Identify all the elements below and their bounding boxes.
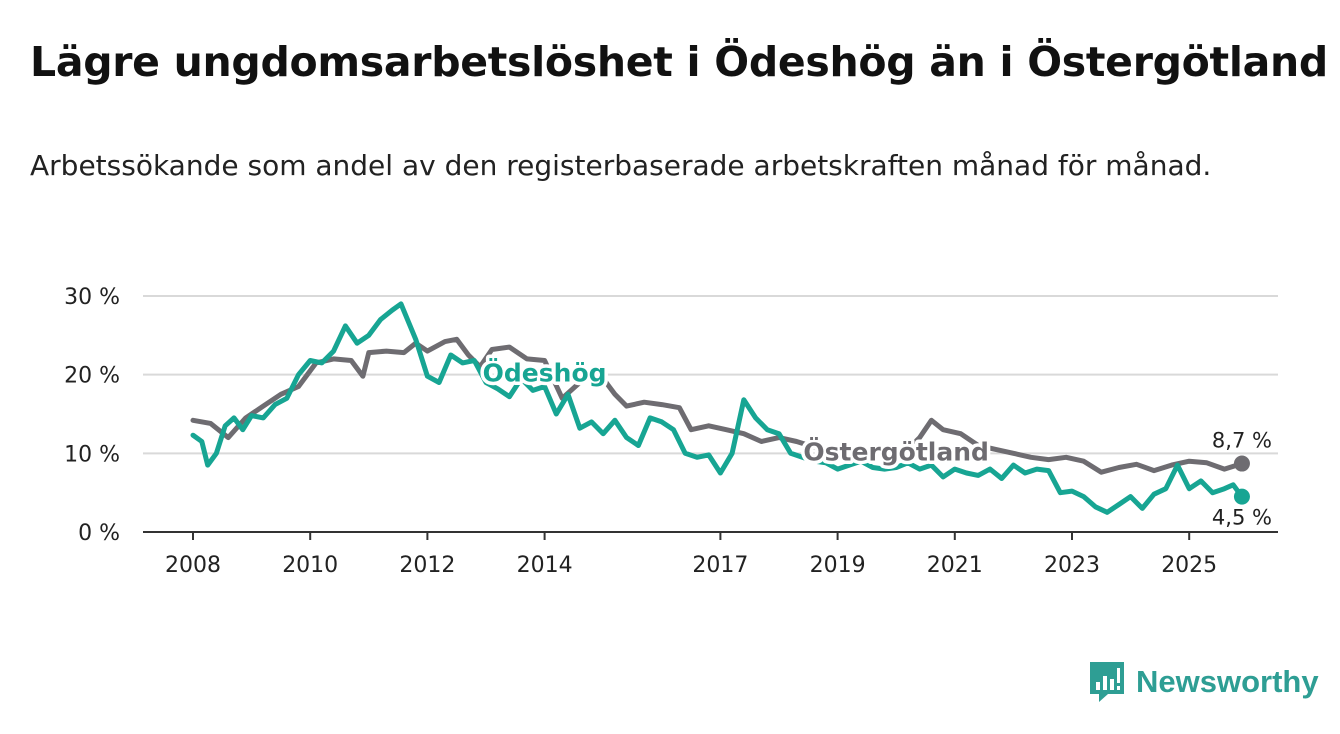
x-tick-label-2025: 2025 — [1161, 553, 1217, 578]
y-tick-label-10: 10 % — [64, 442, 120, 467]
x-axis-ticks: 2008 2010 2012 2014 2017 2019 2021 2023 2025 — [165, 532, 1217, 578]
end-point-ostergotland — [1233, 455, 1250, 472]
series-labels: 8,7 % 4,5 % Ödeshög Östergötland — [479, 354, 1272, 530]
newsworthy-logo-icon — [1090, 662, 1124, 702]
gridlines — [143, 295, 1278, 455]
x-tick-label-2019: 2019 — [810, 553, 866, 578]
x-tick-label-2008: 2008 — [165, 553, 221, 578]
x-tick-label-2023: 2023 — [1044, 553, 1100, 578]
series-label-ostergotland: Östergötland — [803, 436, 989, 466]
x-tick-label-2021: 2021 — [927, 553, 983, 578]
x-tick-label-2012: 2012 — [399, 553, 455, 578]
end-value-label-ostergotland: 8,7 % — [1212, 429, 1272, 453]
brand-logo: Newsworthy — [1088, 660, 1319, 704]
chart-subtitle: Arbetssökande som andel av den registerb… — [30, 149, 1212, 182]
line-chart: 0 % 10 % 20 % 30 % 2008 2010 2012 2014 2017 2019… — [64, 285, 1278, 578]
y-axis-tick-labels: 0 % 10 % 20 % 30 % — [64, 285, 120, 546]
end-point-odeshog — [1233, 488, 1250, 505]
x-tick-label-2010: 2010 — [282, 553, 338, 578]
x-tick-label-2014: 2014 — [517, 553, 573, 578]
series-line-odeshog — [190, 301, 1245, 515]
brand-name: Newsworthy — [1136, 664, 1319, 699]
x-tick-label-2017: 2017 — [692, 553, 748, 578]
series-lines — [190, 301, 1250, 515]
chart-title: Lägre ungdomsarbetslöshet i Ödeshög än i… — [30, 38, 1328, 86]
y-tick-label-0: 0 % — [78, 521, 120, 546]
end-value-label-odeshog: 4,5 % — [1212, 506, 1272, 530]
series-line-ostergotland — [190, 336, 1245, 475]
series-label-odeshog: Ödeshög — [483, 358, 607, 388]
y-tick-label-30: 30 % — [64, 285, 120, 310]
y-tick-label-20: 20 % — [64, 364, 120, 389]
